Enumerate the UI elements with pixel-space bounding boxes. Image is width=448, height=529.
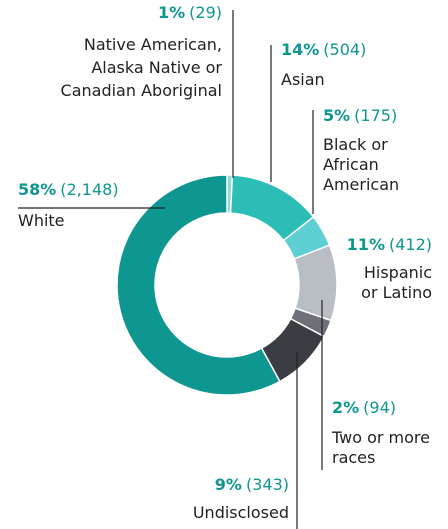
slice-value-label: 11% (412) [347,235,432,254]
slice-value-label: 5% (175) [323,106,397,125]
count-label: (175) [354,106,397,125]
category-label: Undisclosed [193,503,289,522]
donut-slice [116,174,281,396]
slice-value-label: 14% (504) [281,40,366,59]
count-label: (412) [389,235,432,254]
category-label: Hispanic [364,263,432,282]
category-label: Black or [323,135,388,154]
percent-label: 14% [281,40,319,59]
category-label: American [323,175,399,194]
percent-label: 5% [323,106,350,125]
count-label: (94) [363,398,396,417]
slice-value-label: 58% (2,148) [18,180,119,199]
count-label: (29) [189,3,222,22]
slice-value-label: 1% (29) [158,3,222,22]
category-label: races [332,448,375,467]
category-label: or Latino [361,283,432,302]
category-label: Two or more [331,428,430,447]
percent-label: 1% [158,3,185,22]
category-label: White [18,211,65,230]
slice-value-label: 9% (343) [215,475,289,494]
slice-value-label: 2% (94) [332,398,396,417]
percent-label: 2% [332,398,359,417]
category-label: Canadian Aboriginal [61,81,222,100]
count-label: (504) [323,40,366,59]
category-label: Alaska Native or [91,58,222,77]
category-label: African [323,155,379,174]
donut-slice [293,244,338,322]
category-label: Native American, [84,35,222,54]
count-label: (343) [246,475,289,494]
percent-label: 58% [18,180,56,199]
category-label: Asian [281,70,325,89]
percent-label: 11% [347,235,385,254]
count-label: (2,148) [60,180,118,199]
percent-label: 9% [215,475,242,494]
